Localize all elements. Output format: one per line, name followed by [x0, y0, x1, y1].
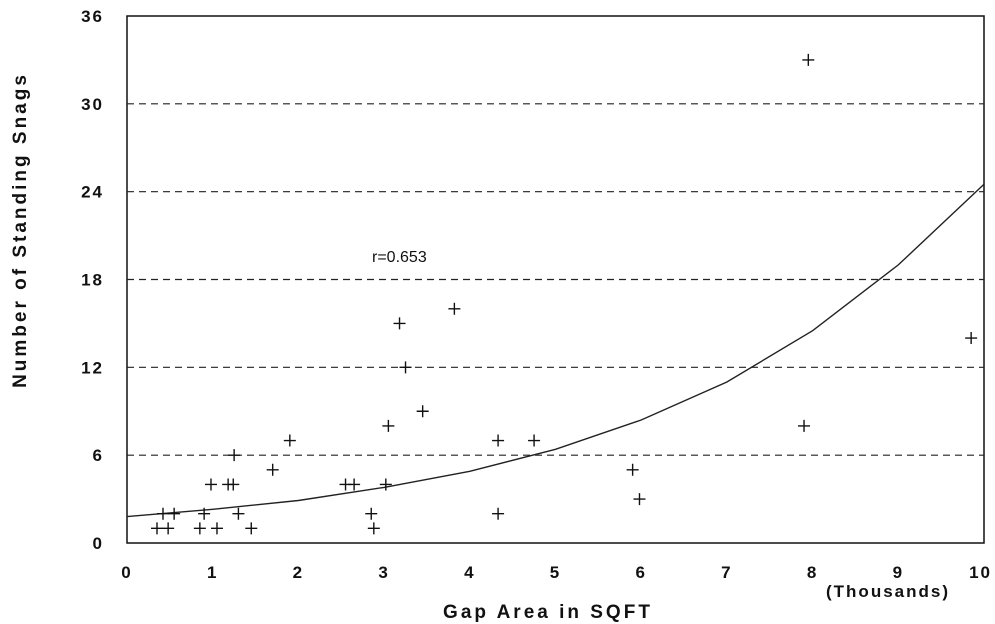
- data-point-marker: [393, 317, 406, 330]
- trend-line: [126, 183, 985, 518]
- y-axis-title: Number of Standing Snags: [10, 72, 31, 388]
- data-point-marker: [266, 463, 279, 476]
- data-point-marker: [965, 332, 978, 345]
- y-tick-label: 18: [81, 271, 104, 290]
- data-point-marker: [626, 463, 639, 476]
- y-axis-ticks: 0 6 12 18 24 30 36: [81, 7, 104, 553]
- data-point-marker: [227, 478, 240, 491]
- data-point-marker: [379, 478, 392, 491]
- data-point-marker: [193, 522, 206, 535]
- x-tick-label: 3: [378, 563, 389, 582]
- y-tick-label: 0: [93, 534, 104, 553]
- plot-area: [126, 15, 985, 544]
- x-tick-label: 6: [635, 563, 646, 582]
- data-point-marker: [150, 522, 163, 535]
- x-tick-label: 8: [807, 563, 818, 582]
- data-point-marker: [232, 507, 245, 520]
- x-tick-label: 10: [969, 563, 992, 582]
- data-point-marker: [283, 434, 296, 447]
- y-tick-label: 12: [81, 358, 104, 377]
- data-point-marker: [492, 507, 505, 520]
- grid-lines: [127, 103, 984, 456]
- data-point-marker: [448, 302, 461, 315]
- data-point-marker: [156, 507, 169, 520]
- data-point-marker: [168, 507, 181, 520]
- y-tick-label: 24: [81, 183, 104, 202]
- x-tick-label: 7: [721, 563, 732, 582]
- data-point-marker: [210, 522, 223, 535]
- x-tick-label: 4: [464, 563, 475, 582]
- data-point-marker: [528, 434, 541, 447]
- data-point-marker: [204, 478, 217, 491]
- data-point-marker: [802, 53, 815, 66]
- data-point-marker: [162, 522, 175, 535]
- data-point-marker: [348, 478, 361, 491]
- data-point-marker: [228, 449, 241, 462]
- x-axis-ticks: 0 1 2 3 4 5 6 7 8 9 10: [121, 563, 992, 582]
- x-tick-label: 2: [293, 563, 304, 582]
- data-point-marker: [198, 507, 211, 520]
- correlation-annotation: r=0.653: [372, 249, 427, 266]
- data-point-marker: [492, 434, 505, 447]
- y-tick-label: 30: [81, 95, 104, 114]
- y-tick-label: 6: [93, 446, 104, 465]
- data-point-marker: [367, 522, 380, 535]
- data-point-marker: [798, 419, 811, 432]
- data-point-marker: [633, 493, 646, 506]
- x-tick-label: 5: [550, 563, 561, 582]
- y-tick-label: 36: [81, 7, 104, 26]
- x-tick-label: 0: [121, 563, 132, 582]
- data-point-marker: [245, 522, 258, 535]
- data-point-marker: [399, 361, 412, 374]
- x-tick-label: 9: [893, 563, 904, 582]
- data-points: [150, 53, 978, 535]
- data-point-marker: [382, 419, 395, 432]
- x-axis-title: Gap Area in SQFT: [443, 602, 653, 623]
- x-tick-label: 1: [207, 563, 218, 582]
- x-axis-unit-label: (Thousands): [826, 582, 950, 601]
- data-point-marker: [416, 405, 429, 418]
- data-point-marker: [365, 507, 378, 520]
